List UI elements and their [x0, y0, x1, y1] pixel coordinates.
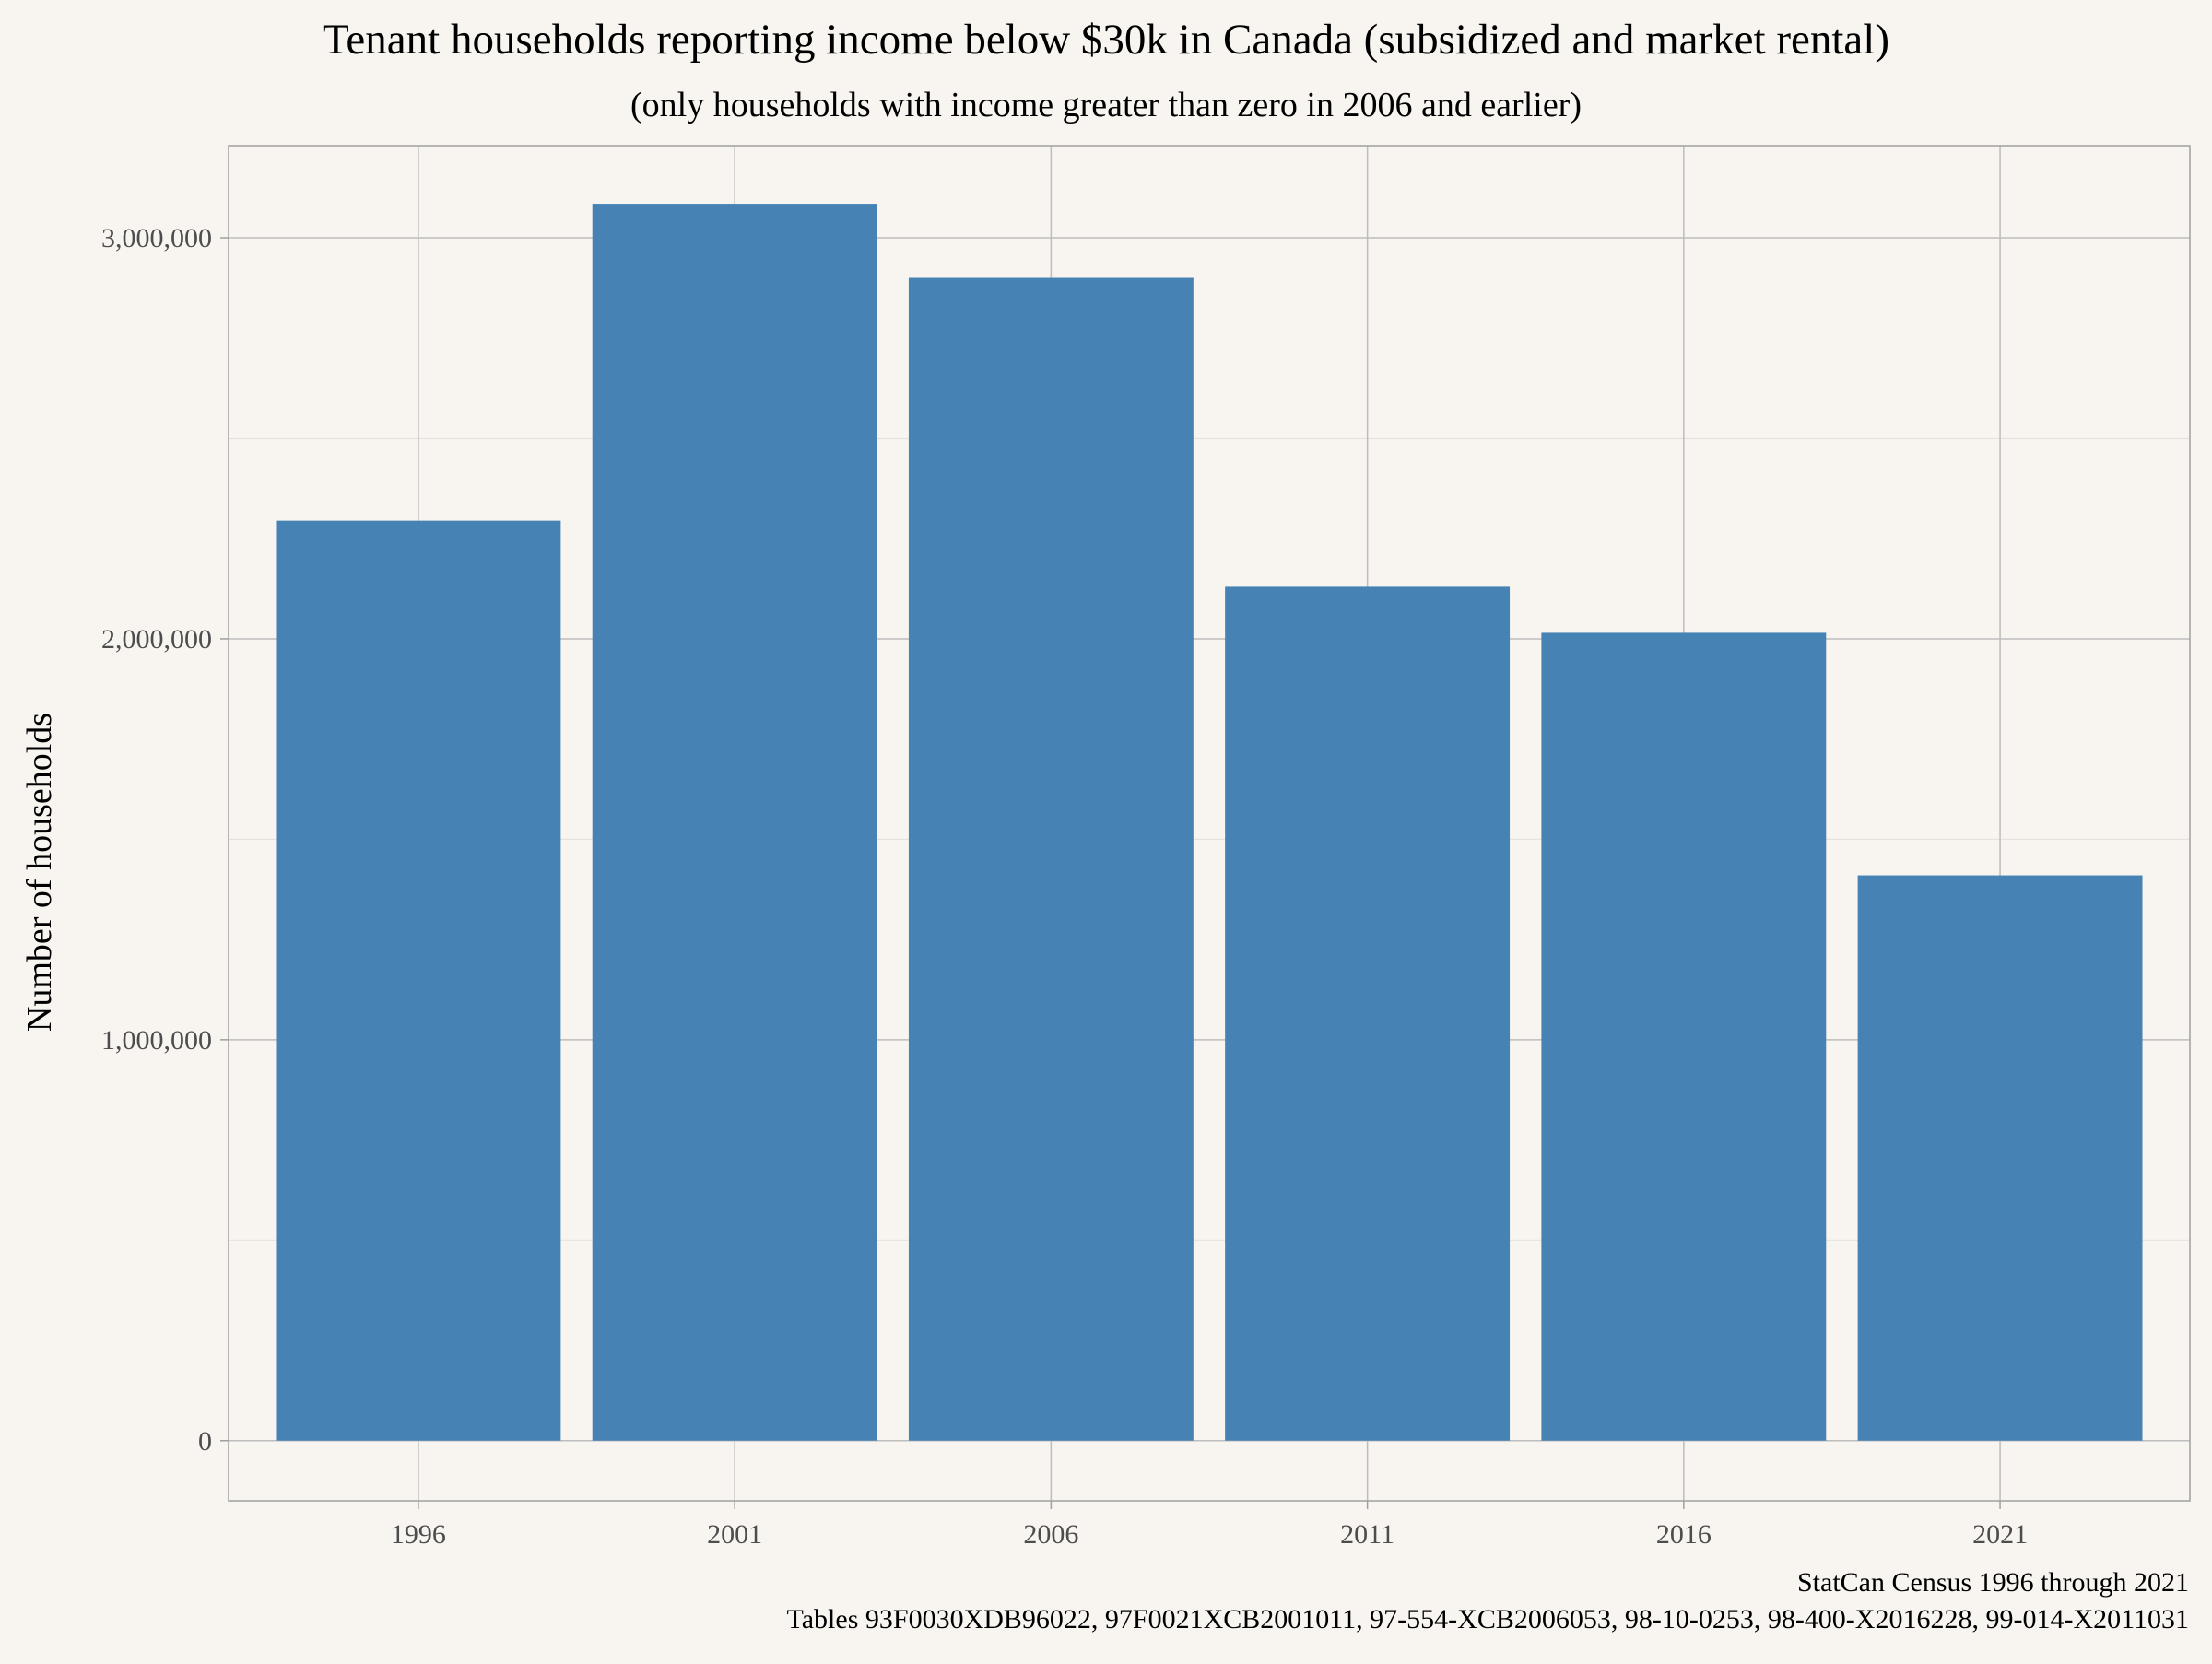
bar-2001 [592, 204, 877, 1441]
y-tick-label: 2,000,000 [101, 624, 212, 655]
caption-source: StatCan Census 1996 through 2021 [1797, 1567, 2189, 1598]
y-axis-title: Number of households [20, 713, 59, 1032]
axes: 0 1,000,000 2,000,000 3,000,000 1996 2001 2006… [101, 145, 2191, 1550]
chart-title: Tenant households reporting income below… [323, 16, 1889, 64]
x-tick-label: 1996 [391, 1519, 446, 1550]
panel-border [228, 145, 2191, 1502]
x-tick-label: 2016 [1656, 1519, 1712, 1550]
bar-2011 [1225, 586, 1511, 1441]
y-tick-label: 0 [198, 1426, 212, 1457]
x-tick-label: 2021 [1972, 1519, 2028, 1550]
y-tick-label: 1,000,000 [101, 1025, 212, 1056]
x-tick-label: 2011 [1340, 1519, 1394, 1550]
x-tick-label: 2006 [1023, 1519, 1078, 1550]
bars [276, 204, 2143, 1441]
caption-tables: Tables 93F0030XDB96022, 97F0021XCB200101… [787, 1604, 2189, 1634]
chart-subtitle: (only households with income greater tha… [630, 86, 1582, 124]
bar-2021 [1857, 875, 2143, 1441]
bar-2006 [908, 277, 1194, 1441]
bar-1996 [276, 520, 561, 1441]
x-tick-label: 2001 [707, 1519, 762, 1550]
y-tick-label: 3,000,000 [101, 223, 212, 254]
bar-2016 [1541, 632, 1827, 1441]
